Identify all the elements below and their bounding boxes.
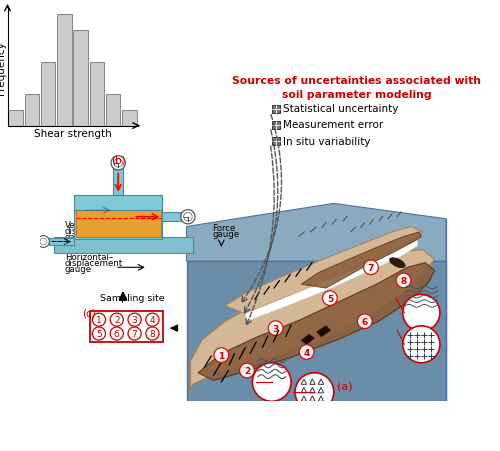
Circle shape <box>240 364 254 378</box>
Bar <box>162 212 181 222</box>
Text: displacement: displacement <box>65 259 123 268</box>
Text: 3: 3 <box>132 315 138 324</box>
Circle shape <box>38 236 50 248</box>
Polygon shape <box>225 227 423 314</box>
Polygon shape <box>74 196 162 211</box>
Circle shape <box>92 327 106 341</box>
X-axis label: Shear strength: Shear strength <box>34 129 112 139</box>
Text: Measurement error: Measurement error <box>282 120 383 130</box>
Y-axis label: Frequency: Frequency <box>0 41 6 94</box>
Polygon shape <box>54 238 193 253</box>
Text: (c): (c) <box>82 308 96 318</box>
Text: 7: 7 <box>368 263 374 272</box>
Circle shape <box>146 313 159 327</box>
Polygon shape <box>186 262 446 401</box>
Text: 1: 1 <box>96 315 102 324</box>
Bar <box>41 63 56 126</box>
Circle shape <box>214 348 228 363</box>
Text: displacement: displacement <box>65 226 123 235</box>
Circle shape <box>300 345 314 359</box>
Circle shape <box>322 291 337 306</box>
Text: gauge: gauge <box>65 265 92 274</box>
Polygon shape <box>190 250 434 391</box>
Text: gauge: gauge <box>212 230 239 239</box>
Text: 7: 7 <box>132 329 138 338</box>
Text: Statistical uncertainty: Statistical uncertainty <box>282 104 398 114</box>
Bar <box>48 239 74 245</box>
Bar <box>122 110 136 126</box>
Circle shape <box>181 210 195 224</box>
Circle shape <box>396 273 411 288</box>
Text: Sampling site: Sampling site <box>100 293 164 302</box>
Text: 4: 4 <box>304 348 310 357</box>
Polygon shape <box>246 241 418 322</box>
Text: Horizontal–: Horizontal– <box>65 253 113 262</box>
Bar <box>90 63 104 126</box>
Circle shape <box>146 327 159 341</box>
Polygon shape <box>198 263 434 381</box>
Circle shape <box>110 313 124 327</box>
Bar <box>57 14 72 126</box>
Text: gauge: gauge <box>65 233 92 242</box>
Text: (a): (a) <box>337 381 352 391</box>
Bar <box>106 94 120 126</box>
Polygon shape <box>301 335 314 345</box>
Circle shape <box>358 314 372 329</box>
Circle shape <box>295 373 334 411</box>
Polygon shape <box>316 326 330 337</box>
Ellipse shape <box>390 258 405 268</box>
Circle shape <box>402 326 440 363</box>
Circle shape <box>110 327 124 341</box>
Bar <box>8 110 23 126</box>
Circle shape <box>92 313 106 327</box>
Text: 2: 2 <box>114 315 119 324</box>
Text: 3: 3 <box>272 324 279 333</box>
Text: 2: 2 <box>244 366 250 375</box>
Circle shape <box>402 295 440 331</box>
Text: In situ variability: In situ variability <box>282 136 370 146</box>
Text: Force: Force <box>212 223 236 232</box>
Circle shape <box>364 260 378 275</box>
Polygon shape <box>186 204 446 262</box>
Polygon shape <box>76 199 160 238</box>
Circle shape <box>128 313 141 327</box>
Text: 4: 4 <box>150 315 155 324</box>
Text: 6: 6 <box>114 329 119 338</box>
Polygon shape <box>301 232 422 289</box>
Bar <box>272 106 280 113</box>
Polygon shape <box>74 211 162 239</box>
Text: 5: 5 <box>96 329 102 338</box>
Bar <box>90 312 163 342</box>
Text: 8: 8 <box>400 276 406 285</box>
Circle shape <box>111 156 126 170</box>
Bar <box>24 94 39 126</box>
Text: 6: 6 <box>362 317 368 326</box>
Text: 1: 1 <box>218 351 224 360</box>
Text: 8: 8 <box>150 329 156 338</box>
Bar <box>74 31 88 126</box>
Bar <box>272 122 280 129</box>
Text: 5: 5 <box>327 294 333 303</box>
Bar <box>113 167 124 196</box>
Bar <box>272 138 280 146</box>
Circle shape <box>268 321 283 336</box>
Circle shape <box>128 327 141 341</box>
Text: Vertical: Vertical <box>65 220 97 229</box>
Circle shape <box>252 363 291 401</box>
Text: Sources of uncertainties associated with
soil parameter modeling: Sources of uncertainties associated with… <box>232 76 482 100</box>
Text: (b): (b) <box>111 155 126 166</box>
